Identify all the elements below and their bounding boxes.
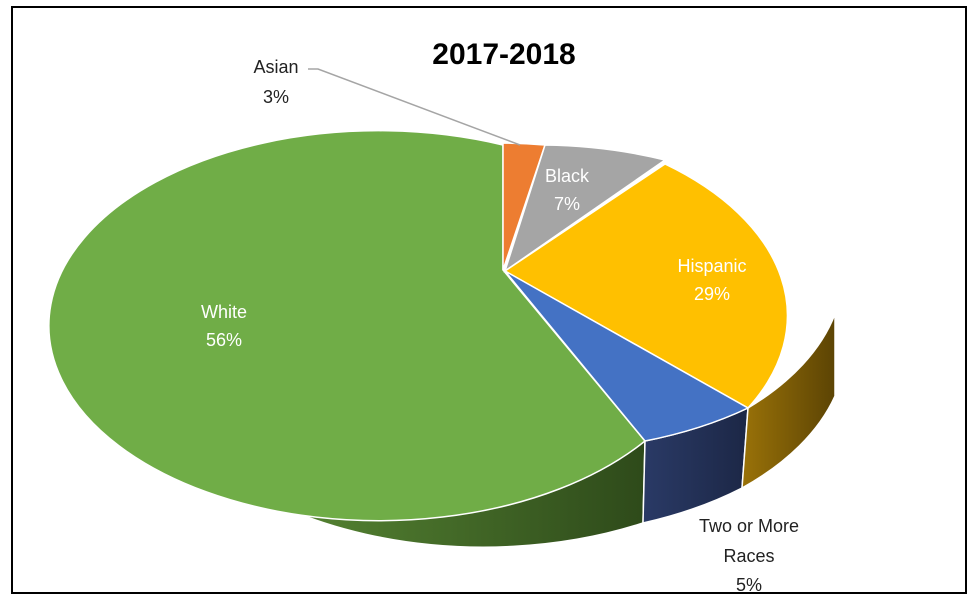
label-white-name: White	[201, 302, 247, 322]
label-black-name: Black	[545, 166, 590, 186]
slice-white	[48, 129, 647, 522]
label-two-or-more-line2: Races	[723, 546, 774, 566]
label-asian-value: 3%	[263, 87, 289, 107]
label-hispanic-value: 29%	[694, 284, 730, 304]
slice-hispanic	[503, 163, 789, 409]
chart-title: 2017-2018	[432, 38, 575, 71]
data-labels: Asian 3% Black 7% Hispanic 29% Two or Mo…	[201, 57, 799, 595]
asian-leader-line	[308, 68, 521, 146]
label-two-or-more-line1: Two or More	[699, 516, 799, 536]
label-white-value: 56%	[206, 330, 242, 350]
label-asian-name: Asian	[253, 57, 298, 77]
label-two-or-more-word1: Two or More	[699, 516, 799, 536]
slice-two-or-more-races	[504, 270, 750, 442]
label-black-value: 7%	[554, 194, 580, 214]
label-two-or-more-value: 5%	[736, 575, 762, 595]
label-hispanic-name: Hispanic	[677, 256, 746, 276]
slice-hispanic-wall	[741, 313, 836, 490]
slice-black	[503, 144, 667, 273]
pie-top-faces	[48, 129, 789, 522]
chart-frame	[11, 6, 967, 594]
label-two-or-more-word2: Races	[723, 546, 774, 566]
